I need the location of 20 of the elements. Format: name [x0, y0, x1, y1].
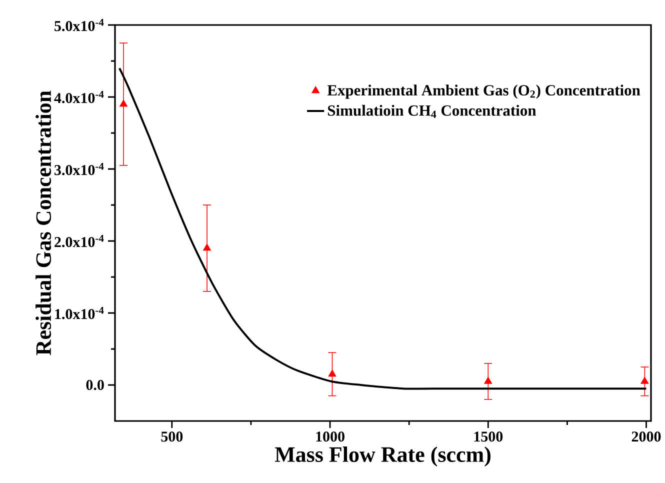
x-axis-title: Mass Flow Rate (sccm) — [274, 446, 490, 466]
x-tick-label: 1000 — [316, 432, 344, 442]
point — [484, 376, 492, 384]
x-tick-label: 1500 — [474, 432, 503, 442]
point — [640, 376, 649, 384]
point — [119, 100, 128, 107]
x-tick-label: 500 — [161, 432, 183, 442]
point — [202, 244, 212, 251]
y-tick-label: 3.0x10$^{-4}$ — [54, 162, 104, 176]
y-tick-label: 4.0x10$^{-4}$ — [54, 90, 104, 104]
y-tick-label: 0.0 — [86, 380, 104, 390]
y-tick-label: 5.0x10$^{-4}$ — [54, 18, 104, 32]
legend-label: Experimental Ambient Gas (O$_{2}$) Concentration — [327, 84, 640, 99]
point — [328, 370, 336, 377]
y-tick-label: 2.0x10$^{-4}$ — [54, 234, 104, 248]
y-tick-label: 1.0x10$^{-4}$ — [55, 306, 104, 320]
y-axis-title: Residual Gas Concentration — [36, 90, 52, 356]
x-tick-label: 2000 — [632, 432, 661, 442]
legend-label: Simulatioin CH$_{4}$ Concentration — [328, 104, 536, 118]
line-series — [118, 67, 648, 390]
